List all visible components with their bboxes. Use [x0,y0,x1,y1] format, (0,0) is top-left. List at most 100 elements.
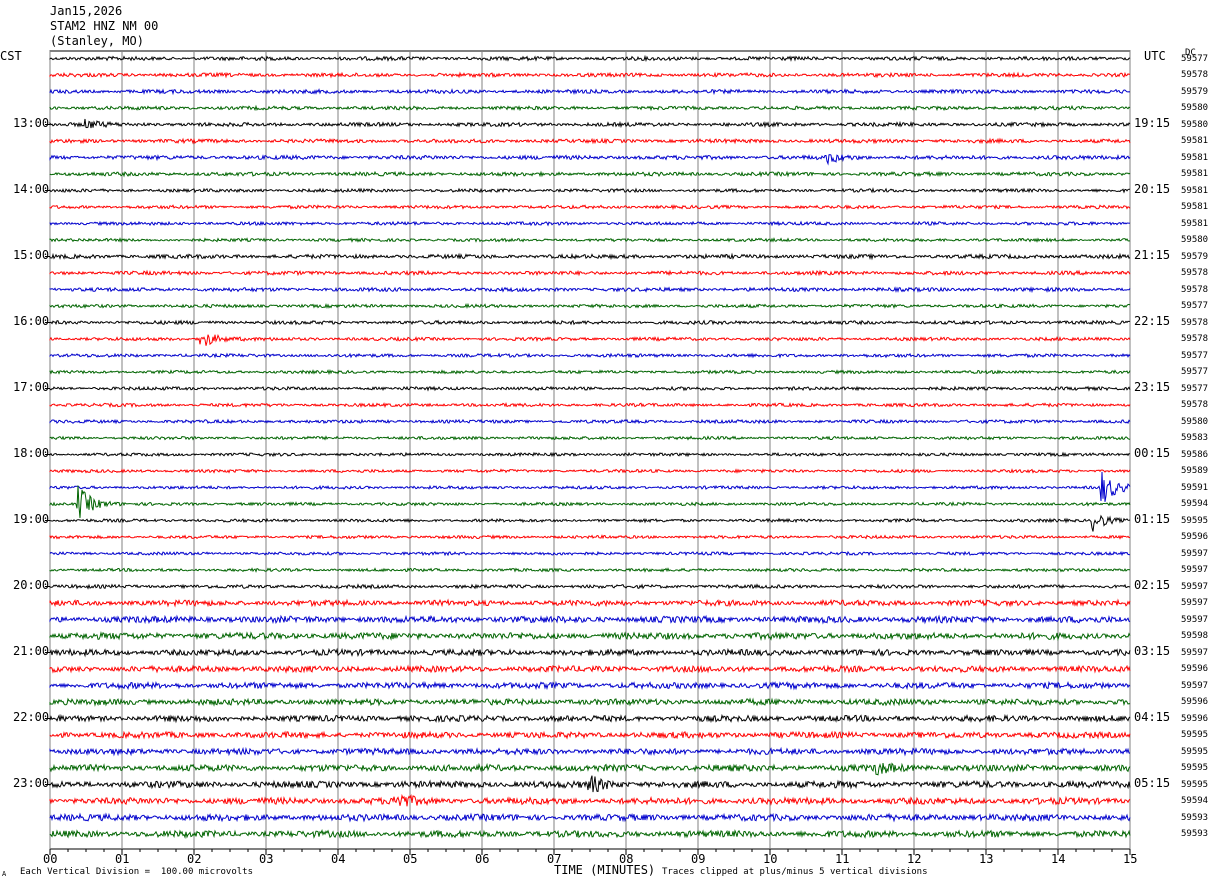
dc-offset-21: 59578 [1181,400,1209,410]
dc-offset-14: 59578 [1181,284,1209,295]
dc-offset-42: 59595 [1181,746,1209,757]
dc-offset-18: 59577 [1181,350,1209,361]
trace-36 [49,647,1131,658]
dc-offset-17: 59578 [1181,334,1209,344]
left-hour-label-1500: 15:00 [13,247,50,262]
trace-37 [49,664,1131,674]
trace-18 [49,352,1131,359]
trace-13 [49,269,1131,277]
trace-45 [49,793,1131,807]
left-hour-label-2200: 22:00 [13,709,50,724]
dc-offset-34: 59597 [1181,614,1209,625]
dc-offset-26: 59591 [1181,482,1209,493]
x-tick-label-00: 00 [43,852,58,866]
dc-offset-43: 59595 [1181,763,1209,773]
plot-date: Jan15,2026 [50,4,123,18]
dc-offset-20: 59577 [1181,383,1209,394]
trace-46 [49,812,1131,823]
x-axis-title: TIME (MINUTES) [554,863,656,877]
dc-offset-25: 59589 [1181,466,1209,476]
dc-offset-31: 59597 [1181,565,1209,575]
right-hour-label-1915: 19:15 [1134,115,1171,130]
x-tick-label-05: 05 [403,852,418,866]
trace-8 [49,187,1130,194]
x-tick-label-11: 11 [835,852,850,866]
x-tick-label-10: 10 [763,852,778,866]
right-hour-label-2015: 20:15 [1134,181,1171,196]
trace-15 [49,302,1131,310]
x-tick-label-15: 15 [1123,852,1138,866]
trace-35 [49,630,1131,642]
x-tick-label-07: 07 [547,852,562,866]
trace-0 [49,54,1131,63]
right-hour-label-0315: 03:15 [1134,643,1171,658]
x-tick-label-12: 12 [907,852,922,866]
dc-offset-33: 59597 [1181,598,1209,608]
dc-offset-16: 59578 [1181,317,1209,328]
dc-offset-38: 59597 [1181,680,1209,691]
left-hour-label-1700: 17:00 [13,379,50,394]
x-tick-label-04: 04 [331,852,346,866]
trace-31 [49,567,1130,573]
dc-offset-6: 59581 [1181,152,1209,163]
plot-frame [49,50,1131,850]
trace-4 [49,118,1131,129]
seismic-traces [49,54,1131,840]
right-hour-label-0115: 01:15 [1134,511,1171,526]
dc-offset-11: 59580 [1181,235,1209,245]
dc-offset-24: 59586 [1181,449,1209,460]
dc-offset-44: 59595 [1181,779,1209,790]
right-hour-label-2315: 23:15 [1134,379,1171,394]
trace-6 [49,153,1131,166]
dc-offset-35: 59598 [1181,631,1209,641]
x-tick-label-13: 13 [979,852,994,866]
dc-offset-39: 59596 [1181,697,1209,707]
trace-21 [49,402,1131,409]
right-hour-label-2115: 21:15 [1134,247,1171,262]
trace-47 [49,829,1131,840]
dc-offset-3: 59580 [1181,103,1209,113]
dc-offset-5: 59581 [1181,136,1209,146]
dc-offset-4: 59580 [1181,119,1209,130]
trace-2 [49,88,1131,96]
grid-lines [45,50,1131,855]
trace-11 [49,237,1131,243]
x-tick-label-01: 01 [115,852,130,866]
left-hour-label-1300: 13:00 [13,115,50,130]
dc-offset-22: 59580 [1181,416,1209,427]
trace-7 [49,170,1131,178]
dc-offset-12: 59579 [1181,251,1209,262]
trace-28 [49,514,1131,532]
dc-offset-32: 59597 [1181,581,1209,592]
trace-5 [49,137,1131,145]
right-hour-label-0515: 05:15 [1134,775,1171,790]
trace-24 [49,451,1131,458]
trace-14 [49,286,1131,294]
trace-30 [49,550,1131,557]
trace-20 [49,385,1131,392]
trace-29 [49,534,1131,540]
trace-9 [49,204,1131,211]
x-tick-label-06: 06 [475,852,490,866]
dc-offset-23: 59583 [1181,433,1209,443]
dc-header: DC [1185,48,1196,58]
x-tick-label-14: 14 [1051,852,1066,866]
left-hour-label-2300: 23:00 [13,775,50,790]
trace-26 [49,471,1131,502]
dc-offset-45: 59594 [1181,796,1209,806]
trace-34 [49,614,1131,625]
clip-note: Traces clipped at plus/minus 5 vertical … [662,867,928,877]
x-tick-label-09: 09 [691,852,706,866]
left-hour-label-1600: 16:00 [13,313,50,328]
dc-offset-40: 59596 [1181,713,1209,724]
dc-offset-29: 59596 [1181,532,1209,542]
trace-33 [49,598,1131,608]
dc-offset-37: 59596 [1181,664,1209,674]
dc-offset-7: 59581 [1181,169,1209,179]
left-hour-label-2000: 20:00 [13,577,50,592]
trace-23 [49,435,1131,441]
corner-mark: A [2,870,7,878]
station-code: STAM2 HNZ NM 00 [50,19,159,33]
x-tick-label-03: 03 [259,852,274,866]
